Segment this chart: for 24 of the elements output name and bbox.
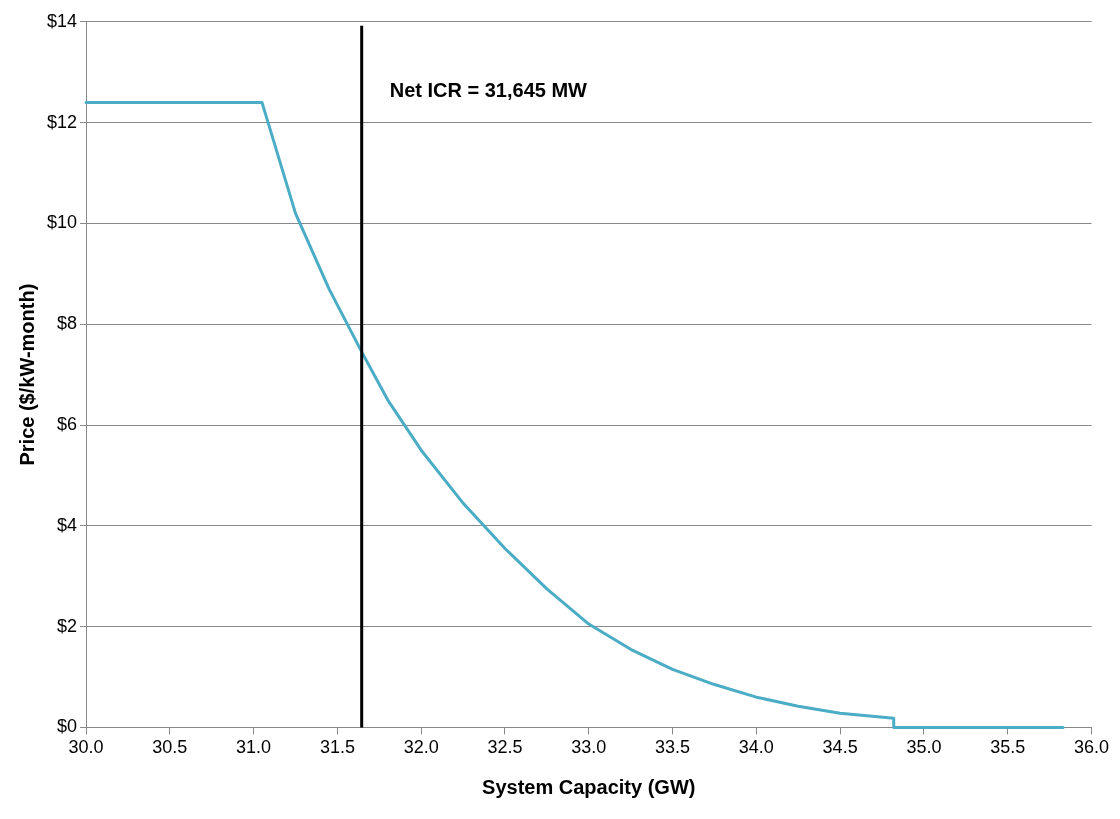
x-tick-label: 35.0 bbox=[906, 737, 942, 758]
y-tick-label: $12 bbox=[46, 111, 78, 132]
y-tick-label: $4 bbox=[57, 514, 78, 535]
y-tick-label: $10 bbox=[46, 212, 78, 233]
y-axis-title: Price ($/kW-month) bbox=[15, 283, 38, 466]
x-tick-label: 31.0 bbox=[236, 737, 272, 758]
y-tick-label: $14 bbox=[46, 10, 78, 31]
x-tick-label: 31.5 bbox=[319, 737, 355, 758]
x-tick-label: 35.5 bbox=[990, 737, 1026, 758]
y-tick-label: $2 bbox=[57, 615, 78, 636]
y-tick-label: $6 bbox=[57, 413, 78, 434]
x-axis-title: System Capacity (GW) bbox=[482, 775, 696, 798]
x-tick-label: 32.5 bbox=[487, 737, 523, 758]
x-tick-label: 30.0 bbox=[68, 737, 104, 758]
x-tick-label: 34.0 bbox=[738, 737, 774, 758]
x-tick-label: 32.0 bbox=[403, 737, 439, 758]
x-tick-label: 33.0 bbox=[571, 737, 607, 758]
ref-line-label: Net ICR = 31,645 MW bbox=[389, 79, 588, 102]
x-tick-label: 33.5 bbox=[655, 737, 691, 758]
y-tick-label: $8 bbox=[57, 313, 78, 334]
x-tick-label: 36.0 bbox=[1073, 737, 1110, 758]
x-tick-label: 34.5 bbox=[822, 737, 858, 758]
x-tick-label: 30.5 bbox=[152, 737, 188, 758]
y-tick-label: $0 bbox=[57, 716, 78, 737]
